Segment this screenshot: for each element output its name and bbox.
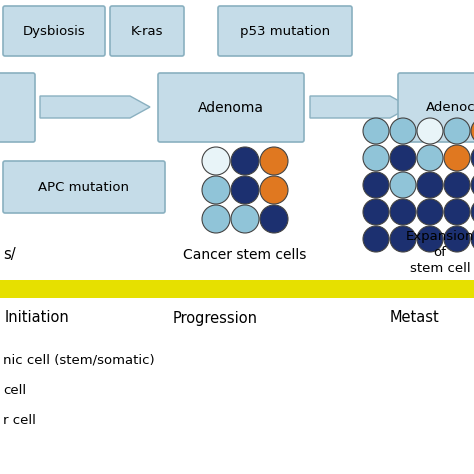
- Circle shape: [202, 205, 230, 233]
- Circle shape: [471, 172, 474, 198]
- Circle shape: [202, 147, 230, 175]
- Text: APC mutation: APC mutation: [38, 181, 129, 193]
- Circle shape: [471, 145, 474, 171]
- Circle shape: [417, 199, 443, 225]
- Circle shape: [417, 118, 443, 144]
- FancyBboxPatch shape: [158, 73, 304, 142]
- Circle shape: [390, 199, 416, 225]
- FancyBboxPatch shape: [218, 6, 352, 56]
- Circle shape: [260, 147, 288, 175]
- Circle shape: [417, 172, 443, 198]
- Circle shape: [231, 147, 259, 175]
- Circle shape: [444, 226, 470, 252]
- Circle shape: [471, 199, 474, 225]
- Text: p53 mutation: p53 mutation: [240, 25, 330, 37]
- Text: Expansion
of
stem cell: Expansion of stem cell: [406, 229, 474, 274]
- Circle shape: [444, 145, 470, 171]
- Circle shape: [363, 226, 389, 252]
- Text: Cancer stem cells: Cancer stem cells: [183, 248, 307, 262]
- Circle shape: [471, 118, 474, 144]
- Circle shape: [363, 118, 389, 144]
- Text: Metast: Metast: [390, 310, 440, 326]
- Text: Progression: Progression: [173, 310, 257, 326]
- Circle shape: [363, 199, 389, 225]
- Circle shape: [417, 145, 443, 171]
- Text: K-ras: K-ras: [131, 25, 163, 37]
- Circle shape: [260, 176, 288, 204]
- Circle shape: [390, 172, 416, 198]
- Text: Adenoma: Adenoma: [198, 100, 264, 115]
- Text: r cell: r cell: [3, 413, 36, 427]
- Circle shape: [363, 172, 389, 198]
- Circle shape: [202, 176, 230, 204]
- Circle shape: [417, 226, 443, 252]
- Circle shape: [444, 118, 470, 144]
- Circle shape: [260, 205, 288, 233]
- Circle shape: [390, 145, 416, 171]
- Circle shape: [444, 172, 470, 198]
- FancyArrow shape: [40, 96, 150, 118]
- FancyBboxPatch shape: [3, 6, 105, 56]
- Circle shape: [390, 118, 416, 144]
- Bar: [0, 280, 474, 298]
- FancyArrow shape: [310, 96, 410, 118]
- FancyBboxPatch shape: [3, 161, 165, 213]
- Circle shape: [390, 226, 416, 252]
- Circle shape: [444, 199, 470, 225]
- Text: cell: cell: [3, 383, 26, 396]
- Circle shape: [363, 145, 389, 171]
- Circle shape: [231, 176, 259, 204]
- Text: nic cell (stem/somatic): nic cell (stem/somatic): [3, 354, 155, 366]
- Text: s/: s/: [3, 247, 16, 263]
- Text: Initiation: Initiation: [5, 310, 70, 326]
- FancyBboxPatch shape: [398, 73, 474, 142]
- Text: Adenocarci-: Adenocarci-: [426, 101, 474, 114]
- FancyBboxPatch shape: [110, 6, 184, 56]
- Circle shape: [231, 205, 259, 233]
- Circle shape: [471, 226, 474, 252]
- Text: Dysbiosis: Dysbiosis: [23, 25, 85, 37]
- FancyBboxPatch shape: [0, 73, 35, 142]
